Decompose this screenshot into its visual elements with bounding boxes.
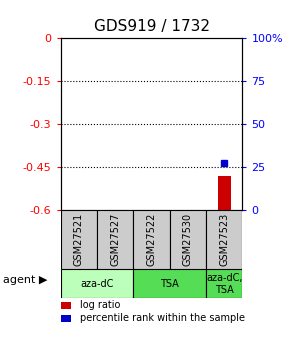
Bar: [206, 210, 242, 269]
Text: log ratio: log ratio: [80, 300, 121, 310]
Text: aza-dC: aza-dC: [80, 279, 114, 289]
Bar: [218, 176, 231, 210]
Bar: [133, 269, 206, 298]
Bar: [206, 269, 242, 298]
Bar: [170, 210, 206, 269]
Bar: [97, 210, 133, 269]
Title: GDS919 / 1732: GDS919 / 1732: [94, 19, 209, 34]
Text: percentile rank within the sample: percentile rank within the sample: [80, 314, 245, 323]
Bar: [133, 210, 170, 269]
Text: GSM27530: GSM27530: [183, 213, 193, 266]
Bar: [61, 269, 133, 298]
Text: GSM27522: GSM27522: [146, 213, 157, 266]
Text: aza-dC,
TSA: aza-dC, TSA: [206, 273, 242, 295]
Text: GSM27521: GSM27521: [74, 213, 84, 266]
Text: GSM27523: GSM27523: [219, 213, 229, 266]
Text: agent ▶: agent ▶: [3, 275, 47, 285]
Text: TSA: TSA: [160, 279, 179, 289]
Bar: [61, 210, 97, 269]
Text: GSM27527: GSM27527: [110, 213, 120, 266]
